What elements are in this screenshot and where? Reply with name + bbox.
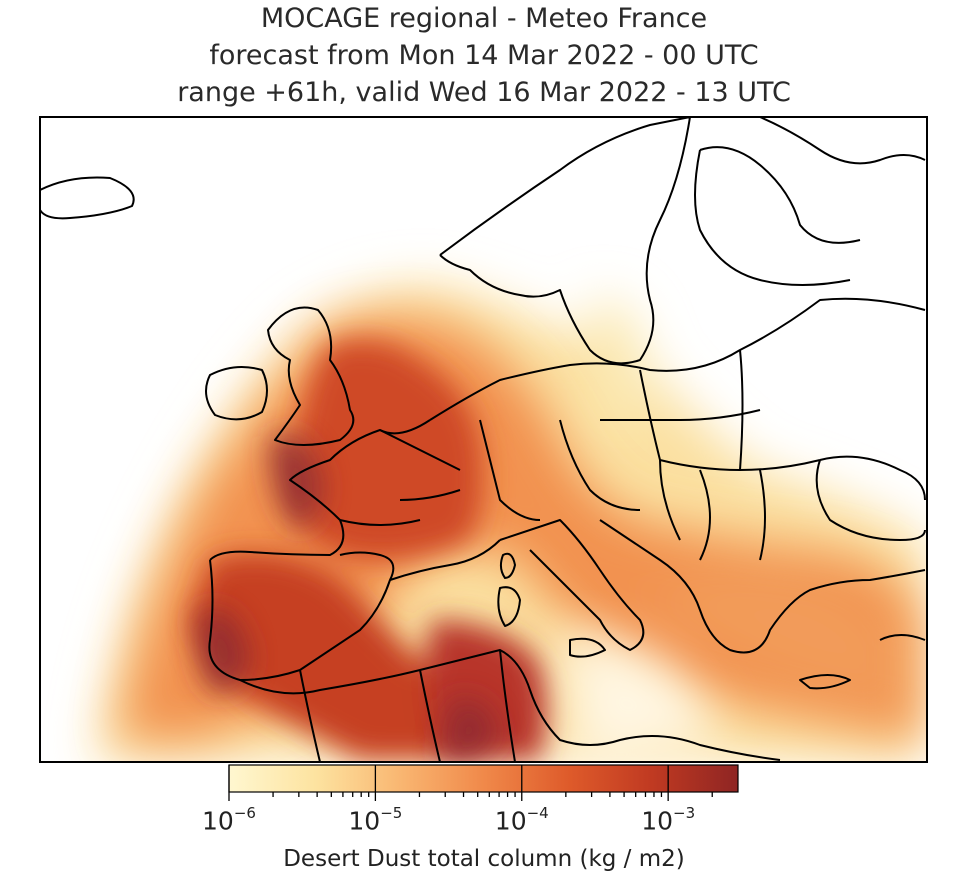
map-title-line-2: forecast from Mon 14 Mar 2022 - 00 UTC <box>209 40 759 71</box>
colorbar-tick-label: 10−6 <box>202 804 256 836</box>
colorbar <box>228 764 739 793</box>
tick-base: 10 <box>202 806 234 836</box>
tick-exponent: −5 <box>380 804 403 822</box>
colorbar-tick-label: 10−3 <box>641 804 696 836</box>
tick-exponent: −6 <box>233 804 256 822</box>
colorbar-label: Desert Dust total column (kg / m2) <box>283 846 685 872</box>
colorbar-ticks <box>228 765 713 801</box>
tick-exponent: −4 <box>526 804 549 822</box>
colorbar-tick-label: 10−4 <box>494 804 549 836</box>
map-frame <box>39 116 928 763</box>
coastlines <box>40 117 926 762</box>
tick-base: 10 <box>348 806 381 836</box>
dust-field <box>40 117 927 762</box>
tick-exponent: −3 <box>673 804 696 822</box>
map-title-line-1: MOCAGE regional - Meteo France <box>260 3 708 34</box>
colorbar-tick-label: 10−5 <box>348 804 403 836</box>
tick-base: 10 <box>494 806 527 836</box>
tick-base: 10 <box>641 806 673 836</box>
map-title-line-3: range +61h, valid Wed 16 Mar 2022 - 13 U… <box>177 77 791 108</box>
